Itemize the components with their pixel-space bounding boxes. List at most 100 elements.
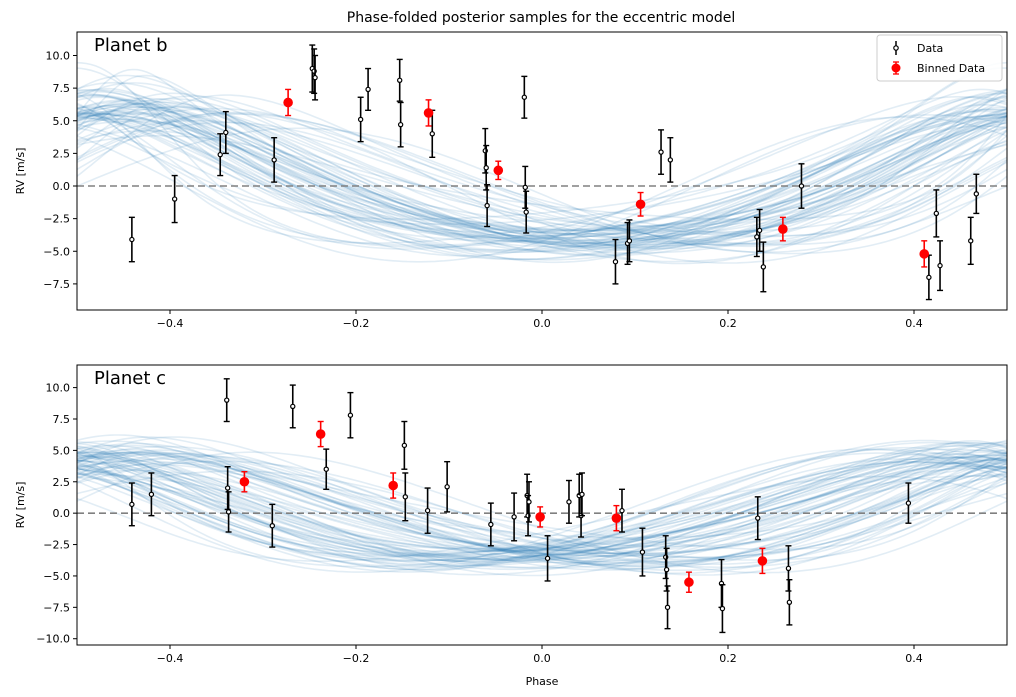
posterior-sample-curve: [77, 461, 1007, 566]
data-point: [579, 491, 585, 498]
posterior-sample-curve: [77, 449, 1007, 561]
posterior-sample-curve: [77, 106, 1007, 253]
posterior-sample-curve: [77, 74, 1007, 254]
posterior-sample-curve: [77, 103, 1007, 247]
posterior-sample-curve: [77, 475, 1007, 561]
y-tick-label: −5.0: [43, 245, 70, 258]
posterior-sample-curve: [77, 110, 1007, 245]
posterior-sample-curve: [77, 470, 1007, 559]
posterior-sample-curve: [77, 114, 1007, 254]
posterior-sample-curve: [77, 465, 1007, 560]
posterior-sample-curve: [77, 440, 1007, 555]
data-point: [223, 129, 229, 136]
data-point: [968, 238, 974, 244]
data-point: [402, 494, 408, 500]
posterior-sample-curve: [77, 467, 1007, 571]
posterior-sample-curve: [77, 112, 1007, 230]
posterior-sample-curve: [77, 113, 1007, 246]
posterior-sample-curve: [77, 119, 1007, 235]
posterior-sample-curve: [77, 436, 1007, 565]
posterior-sample-curve: [77, 96, 1007, 220]
posterior-sample-curve: [77, 114, 1007, 257]
binned-data-point: [684, 577, 694, 588]
posterior-sample-curve: [77, 103, 1007, 249]
panel-planet-b: −0.4 −0.2 0.0 0.2 0.4 −7.5 −5.0 −2.5 0.0 2.5 5.0 7.…: [14, 31, 1008, 330]
data-point: [129, 501, 135, 508]
posterior-sample-curve: [77, 444, 1007, 567]
data-point: [937, 262, 943, 269]
posterior-sample-curve: [77, 461, 1007, 562]
posterior-sample-curve: [77, 111, 1007, 245]
y-tick-label: 7.5: [53, 413, 71, 426]
posterior-sample-curve: [77, 114, 1007, 245]
data-point: [224, 397, 230, 403]
x-tick-label: 0.0: [533, 652, 551, 665]
posterior-sample-curve: [77, 112, 1007, 264]
posterior-sample-curve: [77, 441, 1007, 560]
posterior-sample-curve: [77, 453, 1007, 569]
posterior-sample-curve: [77, 448, 1007, 539]
data-point: [129, 236, 135, 243]
posterior-sample-curve: [77, 99, 1007, 241]
data-point: [511, 514, 517, 520]
data-point: [798, 183, 805, 189]
posterior-sample-curve: [77, 442, 1007, 576]
data-point: [755, 515, 761, 521]
posterior-sample-curve: [77, 459, 1007, 552]
data-point: [785, 565, 792, 572]
panel-label: Planet c: [94, 368, 166, 389]
posterior-sample-curve: [77, 451, 1007, 574]
posterior-sample-curve: [77, 90, 1007, 261]
posterior-sample-curve: [77, 89, 1007, 242]
posterior-sample-curve: [77, 82, 1007, 247]
y-tick-label: −7.5: [43, 278, 70, 291]
posterior-sample-curve: [77, 463, 1007, 565]
data-point: [429, 131, 435, 137]
posterior-sample-curve: [77, 473, 1007, 560]
posterior-sample-curve: [77, 102, 1007, 247]
posterior-sample-curve: [77, 456, 1007, 557]
posterior-sample-curve: [77, 115, 1007, 239]
posterior-sample-curve: [77, 94, 1007, 255]
binned-data-point: [239, 476, 250, 487]
binned-data-point: [283, 97, 293, 108]
x-tick-label: −0.4: [157, 317, 184, 330]
posterior-sample-curve: [77, 93, 1007, 243]
legend-binned-label: Binned Data: [917, 62, 985, 75]
posterior-sample-curve: [77, 105, 1007, 246]
posterior-sample-curve: [77, 442, 1007, 564]
legend-data-label: Data: [917, 42, 943, 55]
data-point: [658, 149, 664, 155]
data-point: [357, 116, 364, 123]
y-tick-label: −5.0: [43, 570, 70, 583]
posterior-sample-curve: [77, 449, 1007, 569]
posterior-sample-curve: [77, 461, 1007, 562]
posterior-sample-curve: [77, 88, 1007, 244]
posterior-sample-curve: [77, 462, 1007, 555]
data-point: [365, 86, 371, 93]
posterior-sample-curve: [77, 108, 1007, 234]
panel-label: Planet b: [94, 35, 168, 56]
posterior-sample-curve: [77, 454, 1007, 555]
y-tick-label: 7.5: [53, 82, 71, 95]
posterior-sample-curve: [77, 454, 1007, 550]
x-tick-label: 0.4: [905, 652, 923, 665]
plot-area: [77, 44, 1007, 301]
posterior-sample-curve: [77, 445, 1007, 568]
y-tick-label: 0.0: [53, 180, 71, 193]
posterior-sample-curve: [77, 444, 1007, 572]
data-point: [626, 238, 633, 244]
posterior-sample-curve: [77, 451, 1007, 569]
binned-data-point: [535, 512, 545, 522]
legend-binned-marker: [891, 63, 901, 73]
y-tick-label: 2.5: [53, 147, 71, 160]
x-tick-label: 0.2: [719, 317, 737, 330]
posterior-sample-curve: [77, 92, 1007, 251]
posterior-sample-curve: [77, 440, 1007, 561]
data-point: [667, 157, 674, 163]
data-point: [526, 499, 532, 505]
posterior-sample-curve: [77, 117, 1007, 248]
posterior-sample-curve: [77, 101, 1007, 232]
data-point: [488, 521, 494, 528]
data-point: [756, 227, 763, 234]
